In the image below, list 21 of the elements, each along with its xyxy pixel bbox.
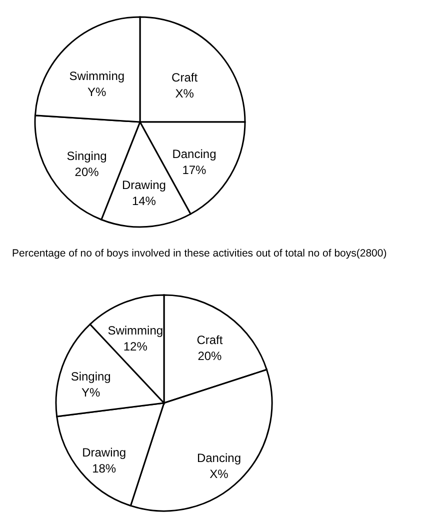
data-label: 14%	[132, 194, 156, 208]
data-label: 18%	[92, 462, 116, 476]
slice-label: Craft	[172, 70, 198, 84]
data-label: Y%	[88, 85, 107, 100]
slice-label: Dancing	[172, 147, 216, 162]
chart-title: Percentage of no of boys involved in these activities out of total no of boys(2800)	[12, 248, 387, 260]
data-label: X%	[210, 466, 229, 481]
data-label: 20%	[74, 164, 100, 179]
slice-label: Dancing	[196, 450, 241, 465]
slice-label: Singing	[66, 148, 107, 163]
slice-label: Swimming	[69, 69, 125, 84]
slice-label: Craft	[196, 333, 224, 348]
data-label: 12%	[123, 340, 148, 354]
slice-label: Drawing	[122, 178, 166, 192]
slice-label: Drawing	[82, 446, 126, 460]
data-label: Y%	[81, 386, 100, 400]
data-label: 17%	[182, 163, 207, 178]
slice-label: Swimming	[108, 324, 164, 338]
slice-label: Singing	[70, 370, 111, 384]
data-label: X%	[175, 86, 194, 100]
data-label: 20%	[198, 349, 222, 364]
